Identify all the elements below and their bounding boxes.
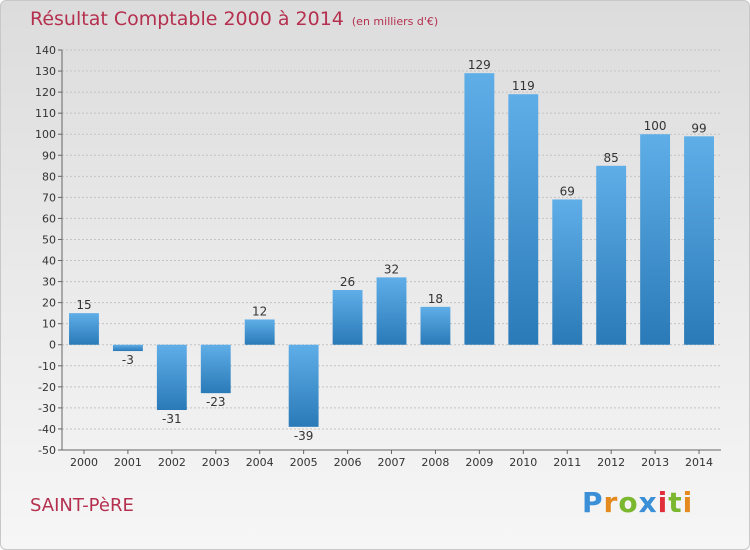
y-tick-label: -10 <box>38 360 56 373</box>
bar <box>156 344 187 410</box>
x-tick-label: 2009 <box>465 456 493 469</box>
bar <box>376 277 407 345</box>
x-tick-label: 2000 <box>70 456 98 469</box>
data-label: 12 <box>252 304 267 318</box>
data-label: 26 <box>340 275 355 289</box>
bar <box>112 344 143 352</box>
bar <box>640 134 671 345</box>
proxiti-logo: Proxiti <box>582 486 693 519</box>
data-label: 32 <box>384 262 399 276</box>
y-tick-label: 100 <box>35 128 56 141</box>
y-tick-label: 30 <box>42 276 56 289</box>
bar <box>200 344 231 394</box>
y-tick-label: 60 <box>42 212 56 225</box>
logo-letter: r <box>603 486 619 519</box>
logo-letter: P <box>582 486 604 519</box>
y-tick-label: 130 <box>35 65 56 78</box>
logo-letter: o <box>618 486 639 519</box>
data-label: 119 <box>512 79 535 93</box>
x-tick-label: 2006 <box>334 456 362 469</box>
chart-title-text: Résultat Comptable 2000 à 2014 <box>30 8 344 30</box>
bar <box>684 136 714 345</box>
chart-unit: (en milliers d'€) <box>351 15 439 28</box>
data-label: -23 <box>206 395 226 409</box>
x-tick-label: 2012 <box>597 456 625 469</box>
data-label: 129 <box>468 58 491 72</box>
bar <box>332 290 363 345</box>
logo-letter: i <box>682 486 694 519</box>
bar <box>420 306 451 345</box>
x-tick-label: 2003 <box>202 456 230 469</box>
x-tick-label: 2014 <box>685 456 713 469</box>
logo-letter: x <box>638 486 658 519</box>
y-tick-label: -50 <box>38 444 56 457</box>
y-tick-label: 110 <box>35 107 56 120</box>
y-tick-label: -20 <box>38 381 56 394</box>
y-tick-label: 20 <box>42 297 56 310</box>
y-tick-label: -40 <box>38 423 56 436</box>
y-tick-label: 10 <box>42 318 56 331</box>
bar <box>508 94 539 345</box>
bar <box>69 313 99 345</box>
bar <box>596 165 627 345</box>
y-tick-label: 120 <box>35 86 56 99</box>
y-tick-label: 90 <box>42 149 56 162</box>
bar <box>288 344 319 427</box>
x-tick-label: 2013 <box>641 456 669 469</box>
commune-name: SAINT-PèRE <box>30 495 134 516</box>
chart-title: Résultat Comptable 2000 à 2014 (en millie… <box>30 8 438 30</box>
logo-letter: i <box>657 486 669 519</box>
data-label: -39 <box>294 429 314 443</box>
x-tick-label: 2007 <box>378 456 406 469</box>
data-label: -3 <box>122 353 134 367</box>
x-tick-label: 2004 <box>246 456 274 469</box>
y-tick-label: 40 <box>42 255 56 268</box>
data-label: 100 <box>644 119 667 133</box>
x-tick-label: 2010 <box>509 456 537 469</box>
data-label: 18 <box>428 292 443 306</box>
data-label: -31 <box>162 412 182 426</box>
y-tick-label: 70 <box>42 191 56 204</box>
bar <box>552 199 583 345</box>
y-tick-label: 50 <box>42 233 56 246</box>
y-tick-label: -30 <box>38 402 56 415</box>
bar <box>244 319 275 345</box>
data-label: 69 <box>560 184 575 198</box>
x-tick-label: 2011 <box>553 456 581 469</box>
x-tick-label: 2008 <box>421 456 449 469</box>
data-label: 15 <box>76 298 91 312</box>
data-label: 85 <box>604 151 619 165</box>
x-tick-label: 2001 <box>114 456 142 469</box>
y-tick-label: 140 <box>35 44 56 57</box>
bar <box>464 73 495 345</box>
y-tick-label: 80 <box>42 170 56 183</box>
x-tick-label: 2002 <box>158 456 186 469</box>
x-tick-label: 2005 <box>290 456 318 469</box>
data-label: 99 <box>691 121 706 135</box>
logo-letter: t <box>668 486 683 519</box>
y-tick-label: 0 <box>49 339 56 352</box>
